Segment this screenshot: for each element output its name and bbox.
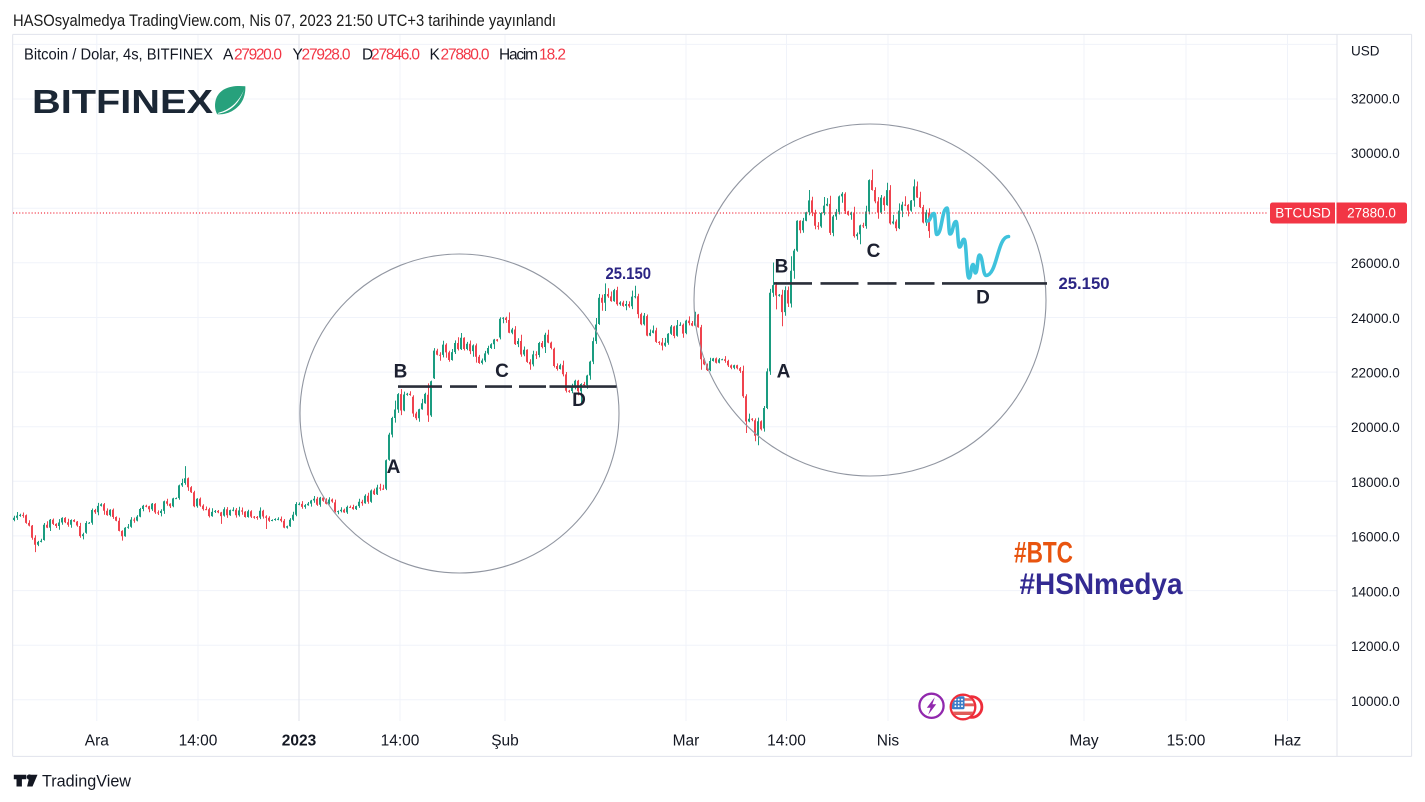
svg-text:18.2: 18.2	[539, 47, 566, 64]
svg-text:A: A	[223, 47, 234, 64]
svg-text:D: D	[572, 390, 586, 411]
svg-text:2023: 2023	[282, 733, 317, 750]
svg-text:D: D	[362, 47, 373, 64]
svg-text:K: K	[430, 47, 441, 64]
svg-text:27846.0: 27846.0	[371, 47, 420, 64]
svg-text:24000.0: 24000.0	[1351, 311, 1400, 326]
svg-text:C: C	[867, 241, 881, 262]
svg-text:20000.0: 20000.0	[1351, 420, 1400, 435]
svg-text:Ara: Ara	[85, 733, 110, 750]
svg-text:27928.0: 27928.0	[302, 47, 351, 64]
svg-text:16000.0: 16000.0	[1351, 530, 1400, 545]
svg-text:HASOsyalmedya TradingView.com,: HASOsyalmedya TradingView.com, Nis 07, 2…	[13, 11, 556, 30]
svg-text:32000.0: 32000.0	[1351, 92, 1400, 107]
svg-text:A: A	[777, 362, 791, 383]
svg-text:30000.0: 30000.0	[1351, 146, 1400, 161]
svg-text:C: C	[495, 361, 509, 382]
svg-text:USD: USD	[1351, 44, 1380, 59]
svg-text:Şub: Şub	[491, 733, 519, 750]
svg-text:TradingView: TradingView	[42, 772, 132, 791]
svg-text:27920.0: 27920.0	[234, 47, 282, 64]
svg-text:Nis: Nis	[877, 733, 900, 750]
svg-text:14:00: 14:00	[767, 733, 806, 750]
svg-text:10000.0: 10000.0	[1351, 694, 1400, 709]
svg-text:D: D	[976, 288, 990, 309]
svg-text:15:00: 15:00	[1167, 733, 1206, 750]
svg-text:B: B	[775, 257, 789, 278]
svg-text:14:00: 14:00	[179, 733, 218, 750]
svg-text:#BTC: #BTC	[1014, 537, 1073, 570]
svg-text:BTCUSD: BTCUSD	[1275, 206, 1331, 221]
svg-text:BITFINEX: BITFINEX	[32, 83, 213, 120]
svg-text:27880.0: 27880.0	[441, 47, 490, 64]
svg-text:27880.0: 27880.0	[1347, 206, 1396, 221]
svg-text:18000.0: 18000.0	[1351, 475, 1400, 490]
svg-text:Y: Y	[293, 47, 303, 64]
svg-text:26000.0: 26000.0	[1351, 256, 1400, 271]
svg-text:Mar: Mar	[673, 733, 700, 750]
svg-text:25.150: 25.150	[1059, 274, 1110, 293]
svg-text:Bitcoin / Dolar, 4s, BITFINEX: Bitcoin / Dolar, 4s, BITFINEX	[24, 47, 214, 64]
svg-text:#HSNmedya: #HSNmedya	[1020, 568, 1183, 601]
svg-text:22000.0: 22000.0	[1351, 366, 1400, 381]
svg-text:B: B	[394, 362, 408, 383]
svg-text:A: A	[387, 457, 401, 478]
svg-text:14000.0: 14000.0	[1351, 584, 1400, 599]
svg-text:Hacim: Hacim	[499, 47, 538, 64]
svg-text:Haz: Haz	[1274, 733, 1302, 750]
svg-text:14:00: 14:00	[381, 733, 420, 750]
svg-text:25.150: 25.150	[606, 264, 652, 283]
svg-text:May: May	[1069, 733, 1099, 750]
svg-text:12000.0: 12000.0	[1351, 639, 1400, 654]
